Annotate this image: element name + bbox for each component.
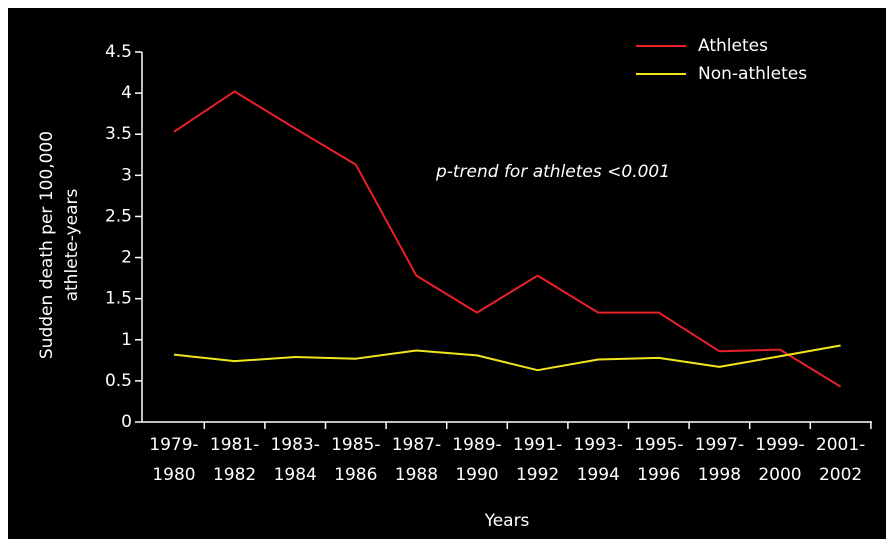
x-tick-label-line: 1992 [516,465,559,485]
x-tick-label-line: 1983- [270,435,319,455]
x-tick-label-line: 1981- [210,435,259,455]
x-tick-label: 1979- 1980 [149,435,198,485]
y-tick-label: 1 [121,330,132,350]
x-tick-label-line: 1980 [152,465,195,485]
x-tick-label-line: 1990 [455,465,498,485]
x-tick-label: 1985- 1986 [331,435,380,485]
x-tick-label-line: 1989- [452,435,501,455]
x-tick-label: 1991- 1992 [513,435,562,485]
x-tick-label-line: 1986 [334,465,377,485]
x-axis-label: Years [484,511,530,531]
x-tick-label-line: 1997- [695,435,744,455]
x-tick-label-line: 1993- [573,435,622,455]
y-tick-label: 1.5 [105,289,132,309]
y-tick-label: 0 [121,412,132,432]
x-tick-label-line: 2002 [819,465,862,485]
x-tick-label: 2001- 2002 [816,435,865,485]
x-tick-label-line: 1985- [331,435,380,455]
y-axis-label: Sudden death per 100,000 [37,131,57,359]
y-tick-label: 3.5 [105,124,132,144]
x-tick-label-line: 1994 [577,465,620,485]
x-tick-label-line: 2001- [816,435,865,455]
x-tick-label: 1993- 1994 [573,435,622,485]
x-tick-label-line: 1984 [274,465,317,485]
series-line [173,344,841,372]
x-tick-label-line: 1988 [395,465,438,485]
x-tick-label-line: 1995- [634,435,683,455]
x-tick-label-line: 2000 [758,465,801,485]
x-tick-label-line: 1996 [637,465,680,485]
annotation: p-trend for athletes <0.001 [435,162,670,182]
x-tick-label-line: 1998 [698,465,741,485]
y-axis-label: athlete-years [62,188,82,301]
x-tick-label: 1999- 2000 [755,435,804,485]
y-tick-label: 4.5 [105,42,132,62]
legend-label: Athletes [698,36,768,56]
x-tick-label-line: 1979- [149,435,198,455]
y-tick-label: 3 [121,165,132,185]
legend-label: Non-athletes [698,64,807,84]
series-line [173,90,842,388]
x-tick-label: 1989- 1990 [452,435,501,485]
y-tick-label: 2 [121,248,132,268]
x-tick-label: 1983- 1984 [270,435,319,485]
y-tick-label: 4 [121,83,132,103]
x-tick-label-line: 1991- [513,435,562,455]
x-tick-label: 1997- 1998 [695,435,744,485]
x-tick-label-line: 1987- [392,435,441,455]
x-tick-label-line: 1999- [755,435,804,455]
x-tick-label: 1981- 1982 [210,435,259,485]
x-tick-label: 1995- 1996 [634,435,683,485]
x-tick-label: 1987- 1988 [392,435,441,485]
y-tick-label: 2.5 [105,206,132,226]
background [8,8,886,539]
x-tick-label-line: 1982 [213,465,256,485]
y-tick-label: 0.5 [105,371,132,391]
